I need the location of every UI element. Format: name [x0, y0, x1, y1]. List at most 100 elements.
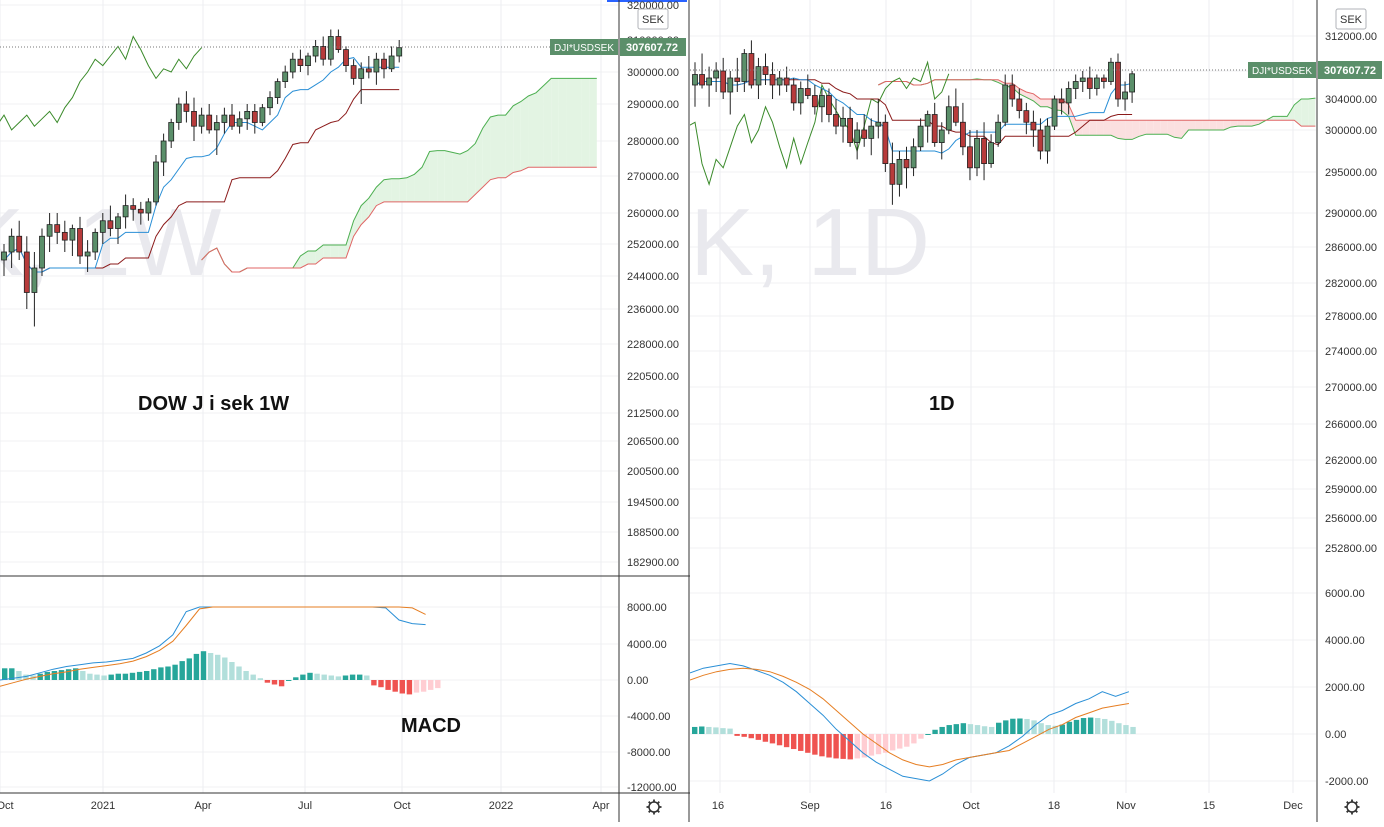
- candle[interactable]: [706, 66, 712, 107]
- gear-icon[interactable]: [1344, 799, 1360, 815]
- candle[interactable]: [741, 49, 748, 92]
- candle[interactable]: [1002, 74, 1009, 127]
- candle[interactable]: [365, 56, 372, 79]
- candle[interactable]: [811, 85, 818, 115]
- candle[interactable]: [1051, 95, 1058, 131]
- candle[interactable]: [122, 194, 129, 229]
- candle[interactable]: [267, 91, 273, 116]
- candle[interactable]: [350, 59, 357, 85]
- candle[interactable]: [61, 220, 68, 252]
- candle[interactable]: [931, 102, 938, 147]
- candle[interactable]: [16, 220, 23, 260]
- price-axis[interactable]: 312000.00308000.00304000.00300000.002950…: [1316, 0, 1377, 822]
- candle[interactable]: [974, 130, 980, 177]
- candle[interactable]: [358, 62, 365, 104]
- candle[interactable]: [335, 29, 342, 53]
- candle[interactable]: [734, 57, 741, 92]
- candle[interactable]: [981, 122, 987, 181]
- candle[interactable]: [251, 104, 258, 134]
- candle[interactable]: [917, 118, 924, 151]
- candle[interactable]: [988, 134, 994, 168]
- currency-badge[interactable]: SEK: [1335, 8, 1367, 30]
- candle[interactable]: [1122, 81, 1128, 111]
- candle[interactable]: [1, 244, 7, 276]
- candle[interactable]: [92, 228, 99, 261]
- candle[interactable]: [755, 57, 762, 99]
- candle[interactable]: [54, 213, 61, 244]
- candle[interactable]: [373, 52, 380, 85]
- candle[interactable]: [312, 40, 319, 63]
- candle[interactable]: [847, 106, 853, 147]
- candle[interactable]: [854, 122, 861, 160]
- candle[interactable]: [720, 57, 727, 99]
- candle[interactable]: [153, 155, 159, 206]
- candle[interactable]: [868, 118, 875, 156]
- candle[interactable]: [107, 205, 114, 237]
- candle[interactable]: [861, 114, 868, 147]
- candle[interactable]: [236, 111, 243, 134]
- candle[interactable]: [882, 114, 889, 173]
- candle[interactable]: [790, 78, 797, 111]
- candle[interactable]: [995, 114, 1002, 147]
- candle[interactable]: [130, 198, 137, 221]
- candle[interactable]: [896, 151, 903, 197]
- candle[interactable]: [198, 107, 205, 134]
- candle[interactable]: [168, 118, 175, 148]
- candle[interactable]: [381, 52, 387, 79]
- candle[interactable]: [320, 36, 327, 66]
- candle[interactable]: [69, 224, 76, 256]
- candle[interactable]: [1016, 88, 1023, 119]
- candle[interactable]: [783, 66, 790, 92]
- candle[interactable]: [289, 52, 296, 79]
- candle[interactable]: [343, 46, 349, 72]
- time-axis[interactable]: 16 Sep 16 Oct 18 Nov 15 Dec: [712, 800, 1303, 812]
- candle[interactable]: [1058, 88, 1065, 115]
- candle[interactable]: [699, 53, 705, 89]
- candle[interactable]: [762, 53, 769, 86]
- candle[interactable]: [1023, 102, 1030, 135]
- candle[interactable]: [396, 40, 403, 63]
- gear-icon[interactable]: [646, 799, 662, 815]
- candle[interactable]: [797, 81, 804, 115]
- candle[interactable]: [23, 236, 30, 309]
- candle[interactable]: [183, 91, 190, 123]
- candle[interactable]: [213, 115, 220, 155]
- candle[interactable]: [1115, 53, 1121, 107]
- candle[interactable]: [1093, 74, 1100, 96]
- candle[interactable]: [327, 29, 334, 66]
- candle[interactable]: [99, 213, 106, 244]
- candle[interactable]: [388, 46, 395, 72]
- candle[interactable]: [889, 142, 896, 205]
- candle[interactable]: [1101, 74, 1107, 89]
- candle[interactable]: [804, 74, 811, 100]
- candle[interactable]: [259, 104, 266, 127]
- candle[interactable]: [1129, 71, 1135, 103]
- candle[interactable]: [8, 228, 15, 269]
- candle[interactable]: [960, 102, 966, 156]
- candle[interactable]: [1065, 81, 1072, 115]
- candle[interactable]: [115, 213, 121, 244]
- candle[interactable]: [46, 213, 53, 252]
- candle[interactable]: [160, 133, 167, 176]
- candle[interactable]: [826, 88, 832, 123]
- candle[interactable]: [967, 130, 973, 181]
- candle[interactable]: [713, 62, 720, 92]
- candle[interactable]: [875, 99, 882, 139]
- candle[interactable]: [297, 49, 304, 72]
- candle[interactable]: [840, 106, 846, 143]
- candle[interactable]: [952, 88, 959, 127]
- candle[interactable]: [910, 138, 917, 177]
- candle[interactable]: [31, 252, 38, 327]
- currency-badge[interactable]: SEK: [637, 8, 669, 30]
- candle[interactable]: [748, 40, 755, 89]
- candle[interactable]: [769, 62, 776, 99]
- candle[interactable]: [244, 104, 251, 130]
- candle[interactable]: [903, 146, 910, 189]
- candle[interactable]: [84, 240, 91, 272]
- price-axis[interactable]: 320000.00310000.00300000.00290000.002800…: [618, 0, 679, 822]
- candle[interactable]: [692, 62, 698, 107]
- candle[interactable]: [229, 104, 235, 130]
- candle[interactable]: [1079, 71, 1086, 92]
- candle[interactable]: [137, 201, 144, 225]
- candle[interactable]: [727, 71, 734, 115]
